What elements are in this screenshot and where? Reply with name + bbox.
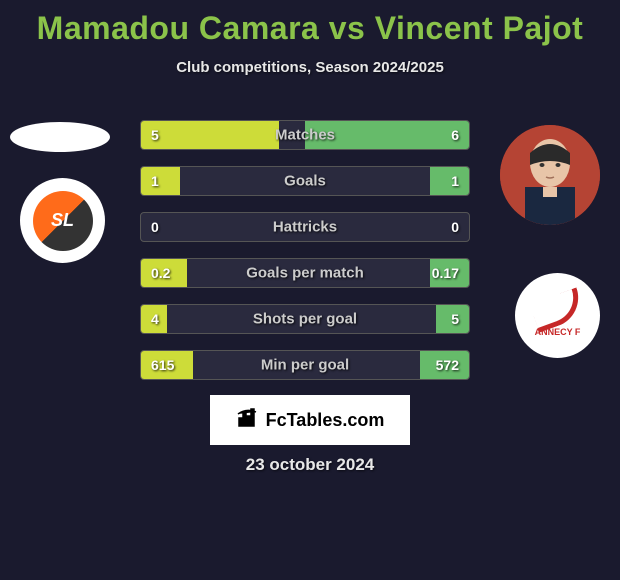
club-badge-right-swoosh <box>529 287 586 332</box>
stat-bar-right-fill <box>430 167 469 195</box>
stat-value-right: 0.17 <box>432 265 459 281</box>
stat-label: Min per goal <box>261 357 349 374</box>
page-title: Mamadou Camara vs Vincent Pajot <box>0 0 620 47</box>
stat-label: Shots per goal <box>253 311 357 328</box>
stat-row: 4 5 Shots per goal <box>140 304 470 334</box>
stat-value-right: 0 <box>451 219 459 235</box>
stat-row: 5 6 Matches <box>140 120 470 150</box>
stat-value-right: 1 <box>451 173 459 189</box>
club-badge-right: ANNECY F <box>515 273 600 358</box>
subtitle: Club competitions, Season 2024/2025 <box>0 59 620 76</box>
stat-value-left: 0.2 <box>151 265 170 281</box>
stat-row: 0 0 Hattricks <box>140 212 470 242</box>
stat-bar-left-fill <box>141 167 180 195</box>
stat-value-left: 1 <box>151 173 159 189</box>
stat-label: Hattricks <box>273 219 337 236</box>
stat-value-right: 5 <box>451 311 459 327</box>
fctables-label: FcTables.com <box>266 410 385 431</box>
stat-value-right: 6 <box>451 127 459 143</box>
stat-value-left: 4 <box>151 311 159 327</box>
stat-value-left: 5 <box>151 127 159 143</box>
fctables-icon <box>236 406 260 435</box>
player-right-avatar <box>500 125 600 225</box>
stat-label: Goals <box>284 173 326 190</box>
stat-value-right: 572 <box>436 357 459 373</box>
fctables-watermark: FcTables.com <box>210 395 410 445</box>
stat-row: 615 572 Min per goal <box>140 350 470 380</box>
stat-value-left: 615 <box>151 357 174 373</box>
stat-row: 1 1 Goals <box>140 166 470 196</box>
date-label: 23 october 2024 <box>246 455 375 475</box>
club-badge-left: SL <box>20 178 105 263</box>
stat-label: Matches <box>275 127 335 144</box>
comparison-bars: 5 6 Matches 1 1 Goals 0 0 Hattricks 0.2 0.17 Goals … <box>140 120 470 396</box>
stat-label: Goals per match <box>246 265 364 282</box>
stat-bar-left-fill <box>141 121 279 149</box>
player-left-avatar <box>10 122 110 152</box>
stat-value-left: 0 <box>151 219 159 235</box>
club-badge-left-text: SL <box>51 210 74 231</box>
stat-row: 0.2 0.17 Goals per match <box>140 258 470 288</box>
